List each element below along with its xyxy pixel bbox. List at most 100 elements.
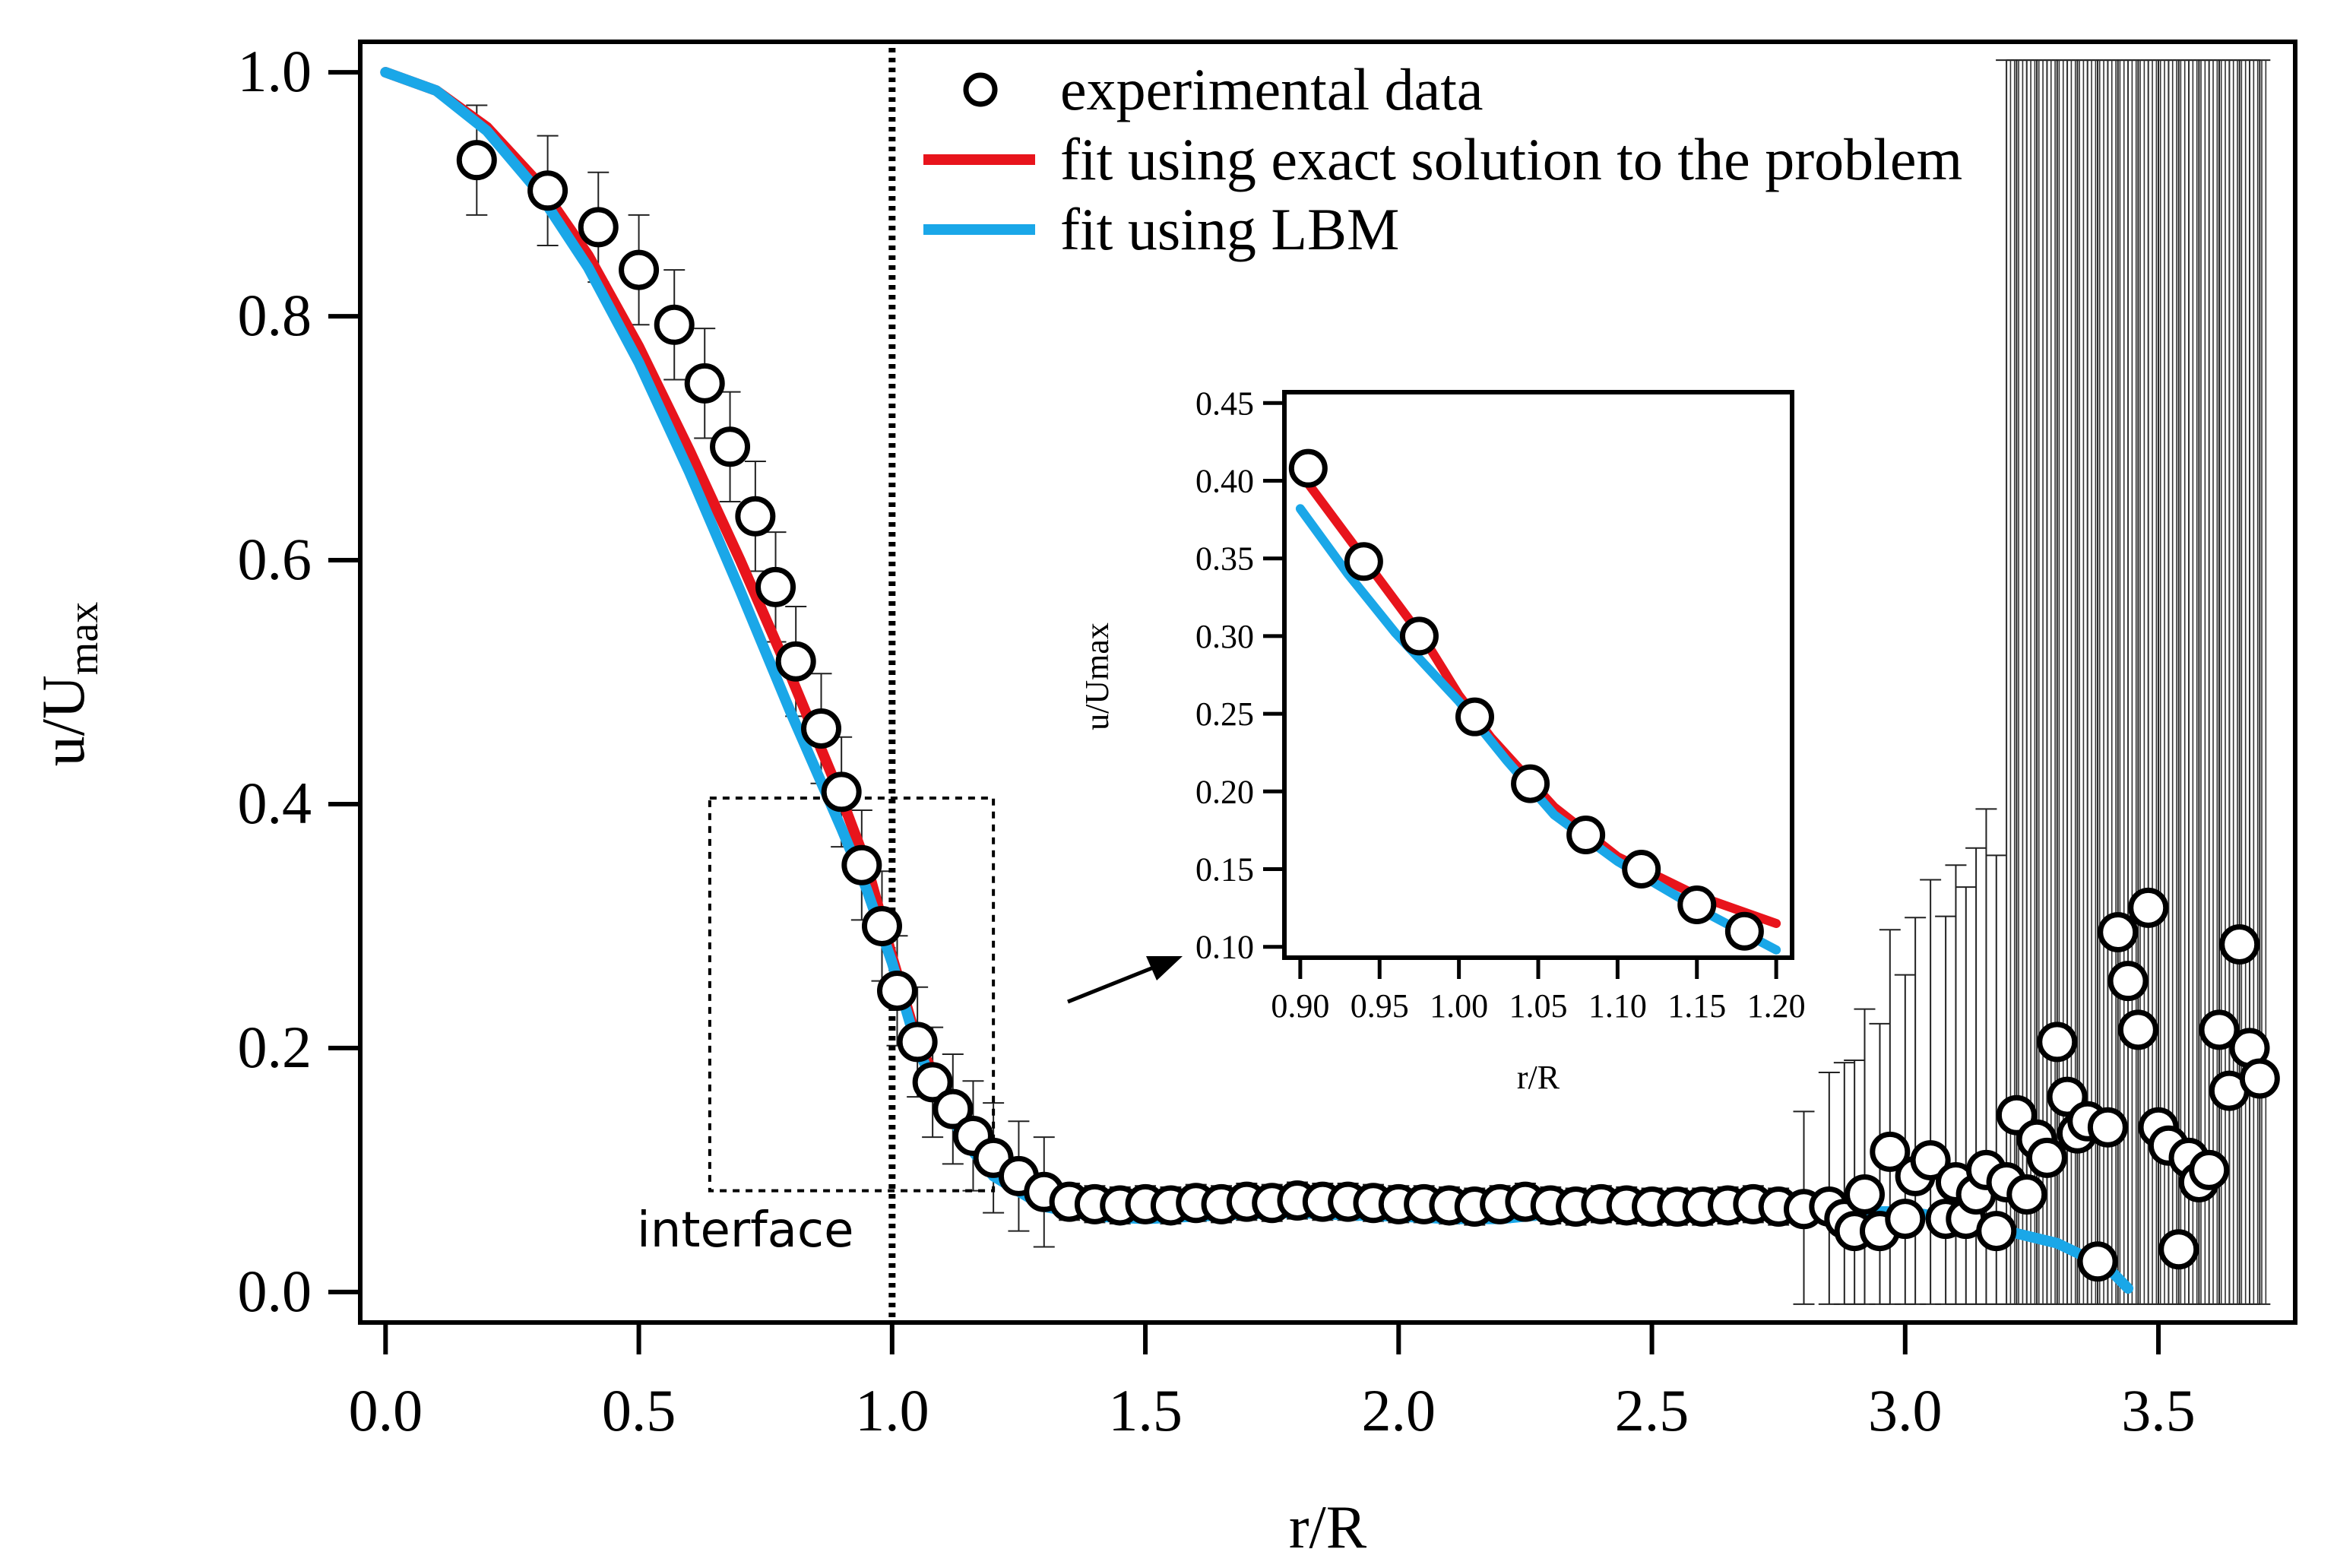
y-tick-label: 1.0 [238, 38, 312, 104]
data-point [801, 708, 842, 749]
data-point [2077, 1241, 2118, 1282]
inset-data-point [1399, 616, 1439, 656]
data-point [710, 426, 751, 467]
legend-label: fit using exact solution to the problem [1060, 126, 1962, 192]
data-point [1885, 1199, 1926, 1240]
x-tick-label: 1.0 [855, 1377, 929, 1443]
data-point [1976, 1211, 2017, 1252]
data-point [2098, 911, 2139, 952]
inset-lbm-fit-line [1295, 504, 1781, 955]
y-tick-label: 0.4 [238, 770, 312, 836]
data-point [933, 1088, 974, 1129]
data-point [2026, 1137, 2067, 1178]
main-plot: interface 0.0 0.5 1.0 1.5 2.0 2.5 3.0 3.5 0.0 0.2… [30, 38, 2297, 1561]
inset-y-tick-label: 0.15 [1195, 851, 1254, 888]
legend-label: fit using LBM [1060, 196, 1399, 262]
inset-x-axis-title: r/R [1517, 1059, 1560, 1096]
inset-fit-lines [1295, 468, 1781, 955]
x-tick-label: 2.5 [1615, 1377, 1689, 1443]
inset-y-tick-label: 0.35 [1195, 540, 1254, 578]
data-point [2189, 1149, 2230, 1190]
data-point [2158, 1229, 2199, 1270]
inset-x-tick-label: 1.10 [1588, 987, 1647, 1025]
inset-data-point [1288, 448, 1328, 488]
x-axis-title: r/R [1289, 1494, 1367, 1561]
interface-line: interface [637, 48, 896, 1323]
inset-y-tick-label: 0.10 [1195, 929, 1254, 966]
inset-data-points [1288, 448, 1764, 951]
exact-solution-line [380, 67, 1050, 1194]
data-point [841, 844, 882, 885]
data-point [876, 971, 917, 1012]
data-point [2087, 1107, 2128, 1148]
data-point [527, 170, 568, 211]
x-tick-label: 2.0 [1362, 1377, 1436, 1443]
data-point [654, 304, 695, 345]
inset-plot: 0.90 0.95 1.00 1.05 1.10 1.15 1.20 0.10 0.15 0.20… [1078, 385, 1806, 1096]
y-tick-label: 0.0 [238, 1258, 312, 1324]
data-point [2239, 1058, 2280, 1099]
data-point [619, 249, 660, 290]
x-tick-label: 0.0 [349, 1377, 423, 1443]
inset-data-point [1724, 911, 1764, 951]
inset-y-tick-label: 0.25 [1195, 695, 1254, 733]
inset-y-tick-label: 0.20 [1195, 773, 1254, 810]
main-axes [358, 40, 2297, 1325]
data-point [912, 1062, 953, 1103]
data-point [861, 905, 902, 946]
inset-data-point [1455, 697, 1494, 736]
inset-data-point [1511, 764, 1550, 803]
data-point [2107, 961, 2149, 1002]
y-axis-title: u/Umax [30, 602, 107, 766]
inset-x-tick-label: 1.05 [1509, 987, 1568, 1025]
main-data-points [456, 140, 2280, 1282]
inset-y-tick-label: 0.40 [1195, 463, 1254, 500]
inset-x-tick-label: 1.00 [1430, 987, 1488, 1025]
inset-data-point [1677, 885, 1717, 925]
y-tick-label: 0.8 [238, 282, 312, 348]
inset-data-point [1566, 816, 1606, 855]
inset-background [1284, 392, 1792, 958]
y-tick-label: 0.6 [238, 526, 312, 592]
inset-data-point [1344, 542, 1383, 581]
y-tick-label: 0.2 [238, 1014, 312, 1080]
inset-y-tick-label: 0.30 [1195, 618, 1254, 655]
y-axis-title-subscript: max [60, 602, 107, 675]
data-point [1910, 1140, 1951, 1181]
data-point [735, 496, 776, 537]
inset-x-tick-label: 0.95 [1351, 987, 1409, 1025]
y-axis-title-main: u/U [30, 675, 97, 766]
legend-label: experimental data [1060, 56, 1484, 122]
data-point [2199, 1009, 2240, 1050]
data-point [456, 140, 497, 181]
legend-marker-circle [963, 72, 998, 107]
data-point [821, 771, 862, 813]
inset-x-tick-label: 1.20 [1747, 987, 1806, 1025]
data-point [684, 363, 725, 404]
main-plot-frame [358, 40, 2297, 1325]
data-point [1870, 1131, 1911, 1172]
data-point [775, 641, 816, 682]
data-point [2128, 887, 2169, 928]
data-point [2117, 1009, 2158, 1050]
inset-x-tick-label: 1.15 [1667, 987, 1726, 1025]
inset-y-axis-title: u/Umax [1078, 622, 1116, 730]
data-point [2219, 924, 2260, 965]
inset-pointer-arrow [1067, 956, 1183, 1004]
x-tick-label: 3.0 [1868, 1377, 1943, 1443]
x-tick-label: 0.5 [602, 1377, 676, 1443]
main-ticks: 0.0 0.5 1.0 1.5 2.0 2.5 3.0 3.5 0.0 0.2 0.4 0.6 0.8 1… [30, 38, 2196, 1561]
inset-x-tick-label: 0.90 [1271, 987, 1329, 1025]
inset-data-point [1622, 849, 1661, 889]
data-point [897, 1022, 938, 1063]
interface-label: interface [637, 1202, 853, 1259]
inset-ticks: 0.90 0.95 1.00 1.05 1.10 1.15 1.20 0.10 0.15 0.20… [1078, 385, 1806, 1096]
data-point [755, 566, 796, 607]
data-point [2006, 1174, 2047, 1215]
inset-region-box [708, 796, 996, 1193]
inset-region-rectangle [708, 796, 996, 1193]
data-point [2037, 1022, 2078, 1063]
data-point [1844, 1174, 1885, 1215]
